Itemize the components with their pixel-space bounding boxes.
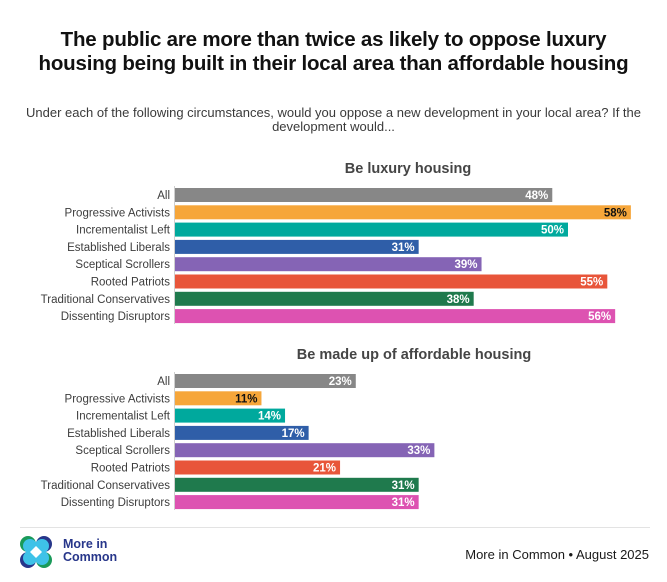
value-label-dissenting-disruptors: 56% xyxy=(588,311,611,323)
bar-all xyxy=(175,374,356,388)
bar-incrementalist-left xyxy=(175,408,286,423)
bar-sceptical-scrollers xyxy=(175,443,435,458)
panel-luxury-housing: Be luxury housing All 48% Progressive Acti… xyxy=(41,161,631,324)
value-label-traditional-conservatives: 31% xyxy=(392,480,415,492)
footer-divider xyxy=(20,527,650,528)
category-label-progressive-activists: Progressive Activists xyxy=(65,393,171,405)
panel-title-luxury: Be luxury housing xyxy=(345,161,472,177)
category-label-established-liberals: Established Liberals xyxy=(67,428,170,440)
value-label-sceptical-scrollers: 39% xyxy=(455,259,478,271)
category-label-traditional-conservatives: Traditional Conservatives xyxy=(41,480,171,492)
more-in-common-logo-icon xyxy=(20,536,52,568)
chart-subtitle: Under each of the following circumstance… xyxy=(26,105,641,134)
bar-rooted-patriots xyxy=(175,460,341,475)
bar-progressive-activists xyxy=(175,391,262,406)
panel-affordable-housing: Be made up of affordable housing All 23% P… xyxy=(41,347,531,510)
bar-all xyxy=(175,188,553,202)
category-label-sceptical-scrollers: Sceptical Scrollers xyxy=(75,445,170,457)
bar-progressive-activists xyxy=(175,205,631,220)
category-label-dissenting-disruptors: Dissenting Disruptors xyxy=(61,497,171,509)
bar-dissenting-disruptors xyxy=(175,495,419,510)
category-label-all: All xyxy=(157,376,170,388)
category-label-dissenting-disruptors: Dissenting Disruptors xyxy=(61,311,171,323)
value-label-all: 48% xyxy=(525,190,548,202)
bar-dissenting-disruptors xyxy=(175,309,616,324)
value-label-sceptical-scrollers: 33% xyxy=(407,445,430,457)
category-label-all: All xyxy=(157,190,170,202)
category-label-progressive-activists: Progressive Activists xyxy=(65,207,171,219)
value-label-traditional-conservatives: 38% xyxy=(447,294,470,306)
bar-traditional-conservatives xyxy=(175,477,419,492)
category-label-rooted-patriots: Rooted Patriots xyxy=(91,277,171,289)
value-label-rooted-patriots: 21% xyxy=(313,463,336,475)
category-label-incrementalist-left: Incrementalist Left xyxy=(76,225,171,237)
category-label-sceptical-scrollers: Sceptical Scrollers xyxy=(75,259,170,271)
logo-text-line1: More in xyxy=(63,537,108,551)
panel-title-affordable: Be made up of affordable housing xyxy=(297,347,531,363)
bar-rooted-patriots xyxy=(175,274,608,289)
logo-text: More in Common xyxy=(63,538,117,563)
bar-established-liberals xyxy=(175,239,419,254)
category-label-established-liberals: Established Liberals xyxy=(67,242,170,254)
bar-sceptical-scrollers xyxy=(175,257,482,272)
bar-traditional-conservatives xyxy=(175,291,474,306)
category-label-traditional-conservatives: Traditional Conservatives xyxy=(41,294,171,306)
logo-text-line2: Common xyxy=(63,549,118,564)
value-label-progressive-activists: 58% xyxy=(604,207,627,219)
bar-established-liberals xyxy=(175,425,309,440)
category-label-incrementalist-left: Incrementalist Left xyxy=(76,411,171,423)
chart-title: The public are more than twice as likely… xyxy=(38,28,629,75)
bar-charts: Be luxury housing All 48% Progressive Acti… xyxy=(41,161,631,510)
value-label-established-liberals: 31% xyxy=(392,242,415,254)
bar-incrementalist-left xyxy=(175,222,568,237)
value-label-established-liberals: 17% xyxy=(282,428,305,440)
value-label-incrementalist-left: 14% xyxy=(258,411,281,423)
value-label-incrementalist-left: 50% xyxy=(541,225,564,237)
value-label-dissenting-disruptors: 31% xyxy=(392,497,415,509)
value-label-rooted-patriots: 55% xyxy=(580,277,603,289)
value-label-all: 23% xyxy=(329,376,352,388)
category-label-rooted-patriots: Rooted Patriots xyxy=(91,463,171,475)
value-label-progressive-activists: 11% xyxy=(235,393,257,405)
source-credit: More in Common • August 2025 xyxy=(465,547,649,562)
